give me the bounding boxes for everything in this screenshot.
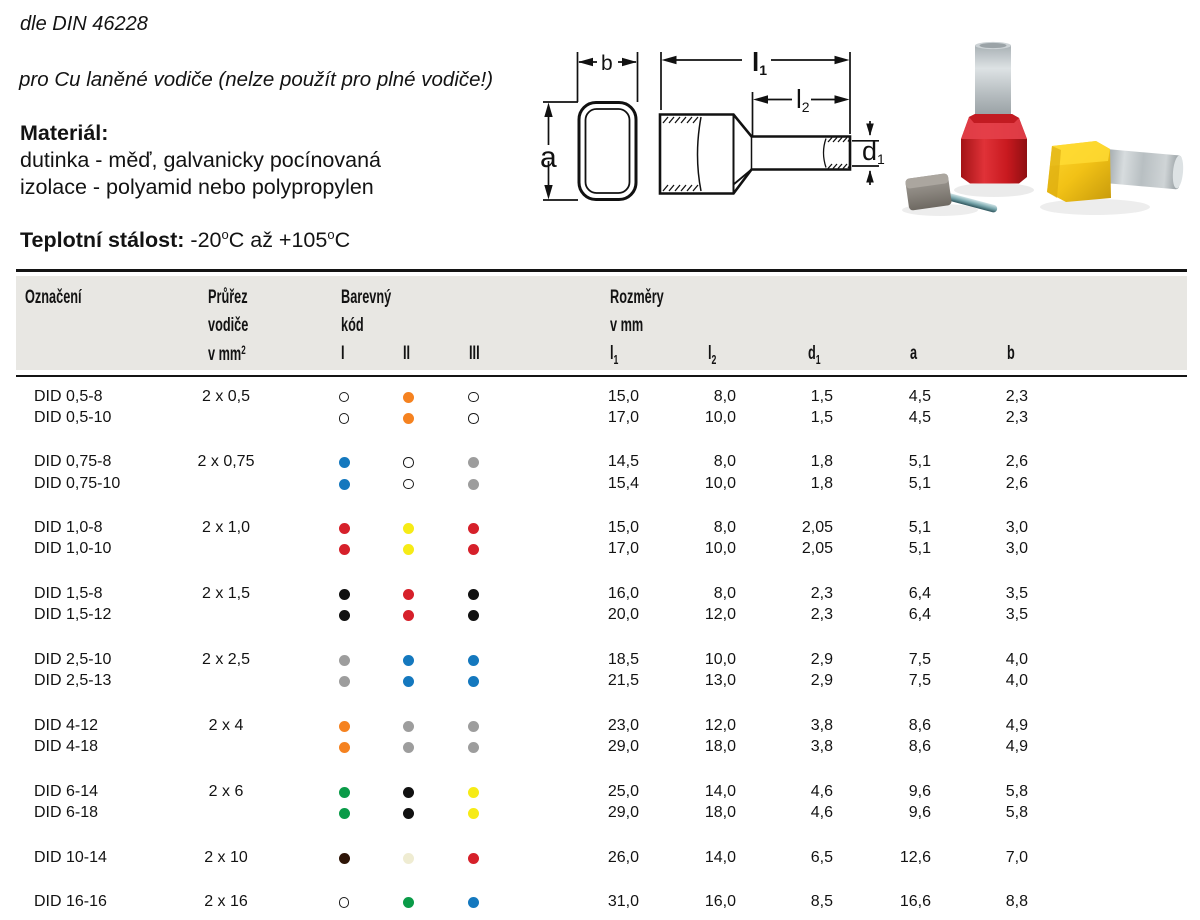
svg-text:a: a xyxy=(540,141,557,174)
svg-text:l2: l2 xyxy=(796,84,810,115)
svg-text:l1: l1 xyxy=(752,47,767,78)
svg-text:b: b xyxy=(601,52,613,75)
